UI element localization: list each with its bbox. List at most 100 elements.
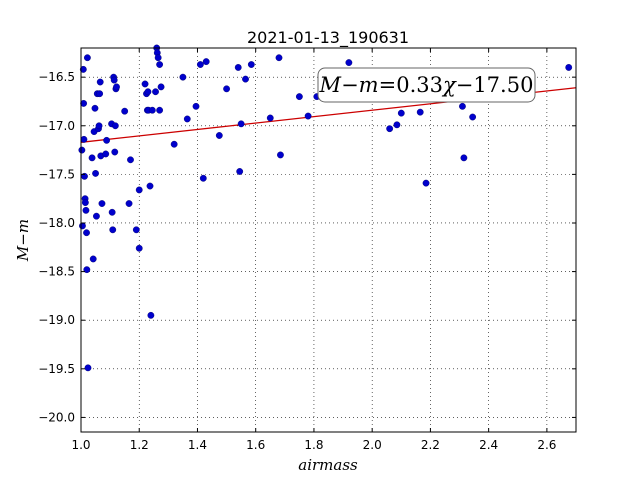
x-tick-label: 2.2 <box>421 438 440 452</box>
data-point <box>422 179 430 187</box>
data-point <box>416 108 424 116</box>
annotation-slope: 0.33 <box>396 73 443 97</box>
annotation-lhs-var1: M <box>319 73 342 97</box>
data-point <box>108 208 116 216</box>
annotation-box <box>317 67 536 103</box>
data-point <box>144 88 152 96</box>
data-point <box>183 115 191 123</box>
fit-equation-annotation: M−m=0.33χ−17.50 <box>317 67 536 103</box>
y-tick-label: −17.5 <box>38 167 75 181</box>
data-point <box>141 80 149 88</box>
y-tick-label: −16.5 <box>38 70 75 84</box>
data-point <box>234 64 242 71</box>
data-point <box>202 58 210 66</box>
data-point <box>132 226 140 234</box>
data-point <box>157 83 165 91</box>
y-tick-label: −19.5 <box>38 362 75 376</box>
data-point <box>88 154 96 162</box>
data-point <box>83 266 91 274</box>
data-point <box>147 311 155 319</box>
y-tick-label: −18.5 <box>38 265 75 279</box>
data-point <box>152 88 159 96</box>
data-point <box>179 73 187 81</box>
data-points <box>78 44 573 372</box>
x-tick-label: 2.4 <box>479 438 498 452</box>
data-point <box>345 59 353 66</box>
data-point <box>196 61 204 68</box>
data-point <box>135 186 143 194</box>
x-tick-label: 1.2 <box>130 438 149 452</box>
data-point <box>78 146 86 154</box>
grid <box>80 48 576 432</box>
data-point <box>236 168 244 175</box>
x-tick-label: 1.6 <box>246 438 265 452</box>
y-tick-label: −19.0 <box>38 313 75 327</box>
y-tick-label: −20.0 <box>38 410 75 424</box>
data-point <box>237 120 245 128</box>
data-point <box>397 109 405 117</box>
data-point <box>242 75 249 83</box>
data-point <box>127 156 134 164</box>
data-point <box>154 54 162 62</box>
y-tick-label: −18.0 <box>38 216 75 230</box>
data-point <box>89 255 97 263</box>
data-point <box>102 150 110 158</box>
data-point <box>110 76 118 84</box>
data-point <box>459 102 466 110</box>
y-axis-label: M−m <box>14 219 32 262</box>
data-point <box>170 140 178 148</box>
data-point <box>266 114 274 122</box>
data-point <box>146 182 154 190</box>
data-point <box>277 151 284 159</box>
data-point <box>469 113 477 121</box>
x-tick-label: 1.0 <box>71 438 90 452</box>
data-point <box>79 222 86 230</box>
data-point <box>275 54 283 62</box>
data-point <box>223 85 230 93</box>
data-point <box>199 174 207 182</box>
x-tick-label: 2.6 <box>537 438 556 452</box>
annotation-intercept: 17.50 <box>473 73 533 97</box>
data-point <box>135 244 143 252</box>
x-tick-label: 2.0 <box>363 438 382 452</box>
annotation-equals: = <box>379 73 397 97</box>
x-tick-label: 1.8 <box>304 438 323 452</box>
annotation-var: χ <box>441 73 457 97</box>
data-point <box>84 54 91 62</box>
data-point <box>103 136 111 144</box>
data-point <box>247 61 255 68</box>
data-point <box>156 61 164 68</box>
data-point <box>215 132 223 139</box>
data-point <box>460 154 468 162</box>
data-point <box>79 65 87 73</box>
data-point <box>113 83 120 91</box>
y-tick-label: −17.0 <box>38 119 75 133</box>
x-axis-label: airmass <box>298 456 358 474</box>
annotation-lhs-var2: m <box>359 73 379 97</box>
annotation-intercept-sign: − <box>456 73 474 97</box>
chart-title: 2021-01-13_190631 <box>247 28 409 48</box>
data-point <box>192 102 200 110</box>
plot-frame <box>80 47 577 433</box>
data-point <box>96 90 104 98</box>
x-tick-label: 1.4 <box>188 438 207 452</box>
data-point <box>109 226 117 234</box>
data-point <box>80 135 88 143</box>
data-point <box>92 170 99 177</box>
annotation-minus: − <box>341 73 359 97</box>
data-point <box>295 93 303 101</box>
data-point <box>111 122 119 130</box>
data-point <box>111 148 119 156</box>
ticks: 1.0 1.2 1.4 1.6 1.8 2.0 2.2 2.4 2.6−16.5−17.0−17… <box>38 48 576 452</box>
data-point <box>148 106 156 114</box>
data-point <box>386 125 394 133</box>
data-point <box>156 106 164 114</box>
plot-background <box>81 48 576 432</box>
data-point <box>93 212 100 220</box>
data-point <box>83 229 90 237</box>
data-point <box>393 121 401 129</box>
data-point <box>82 206 90 214</box>
data-point <box>125 200 133 207</box>
data-point <box>91 104 99 112</box>
